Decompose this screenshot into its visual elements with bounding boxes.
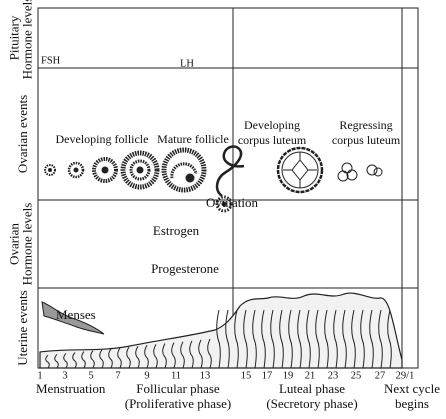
event-label: Regressing (339, 118, 392, 132)
follicle (44, 164, 56, 176)
follicle (48, 168, 52, 172)
follicle (120, 150, 160, 190)
day-label: 25 (351, 370, 362, 381)
corpus-luteum (276, 146, 324, 194)
regressing-luteum (373, 167, 383, 177)
row-label: Hormone levels (19, 0, 34, 79)
follicle (67, 161, 85, 179)
mature-follicle (170, 162, 198, 179)
day-label: 1 (37, 370, 42, 381)
event-label: Developing (244, 118, 300, 132)
row-label: Uterine events (15, 290, 30, 365)
day-label: 3 (62, 370, 67, 381)
phase-label: (Secretory phase) (266, 396, 357, 411)
menses-blood (41, 301, 105, 335)
day-label: 19 (283, 370, 294, 381)
phase-label: begins (395, 396, 429, 411)
menses-label: Menses (56, 307, 96, 322)
day-label: 17 (262, 370, 273, 381)
corpus-luteum (283, 152, 317, 188)
ovum (221, 201, 227, 207)
day-label: 13 (200, 370, 211, 381)
day-label: 21 (305, 370, 316, 381)
phase-label: Luteal phase (279, 381, 345, 396)
event-label: corpus luteum (332, 133, 401, 147)
phase-label: Next cycle (384, 381, 440, 396)
phase-label: (Proliferative phase) (125, 396, 231, 411)
row-label: Hormone levels (19, 203, 34, 286)
event-label: Mature follicle (157, 132, 229, 146)
phase-label: Follicular phase (136, 381, 220, 396)
day-label: 29/1 (396, 370, 415, 381)
regressing-luteum (346, 169, 358, 181)
day-label: 9 (144, 370, 149, 381)
regressing-luteum (337, 170, 349, 182)
follicle (136, 166, 144, 174)
day-label: 5 (88, 370, 93, 381)
follicle (129, 159, 151, 181)
follicle (101, 166, 109, 174)
follicle (92, 157, 118, 183)
ovulation-path (215, 145, 245, 197)
follicle-icons (44, 145, 383, 213)
ovum (215, 195, 233, 213)
glands (45, 309, 392, 369)
row-label: Pituitary (6, 15, 21, 60)
row-label: Ovarian events (15, 95, 30, 173)
hormone-label: Progesterone (151, 261, 219, 276)
event-label: Developing follicle (56, 132, 149, 146)
hormone-label: LH (180, 58, 194, 69)
event-label: Ovulation (206, 195, 258, 210)
row-label: Ovarian (6, 223, 21, 265)
event-label: corpus luteum (238, 133, 307, 147)
regressing-luteum (366, 164, 378, 176)
hormone-label: FSH (41, 55, 61, 66)
mature-follicle (161, 147, 207, 193)
day-label: 23 (328, 370, 339, 381)
uterine-lining (39, 292, 403, 369)
endometrium (39, 292, 403, 369)
day-label: 27 (375, 370, 386, 381)
day-label: 15 (241, 370, 252, 381)
day-label: 11 (171, 370, 181, 381)
day-label: 7 (115, 370, 120, 381)
follicle (73, 167, 79, 173)
phase-label: Menstruation (36, 381, 106, 396)
hormone-label: Estrogen (153, 223, 200, 238)
mature-follicle (185, 173, 195, 183)
